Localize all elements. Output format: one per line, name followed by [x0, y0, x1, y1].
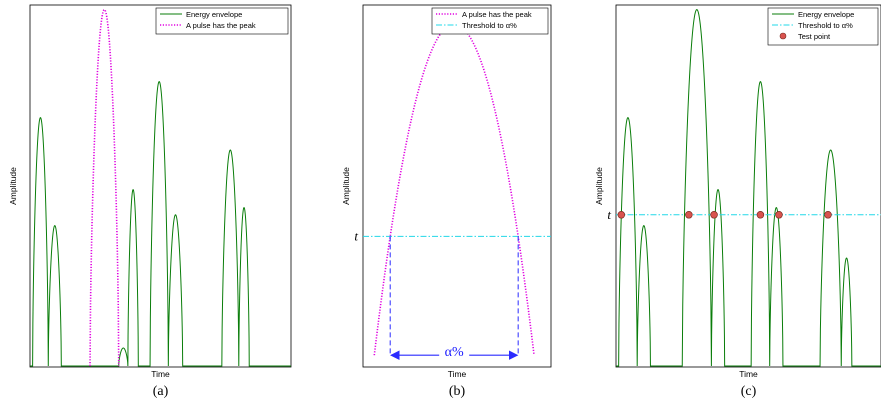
legend-box	[431, 7, 549, 35]
series-line-1	[30, 80, 291, 367]
plot-frame	[29, 4, 292, 368]
y-axis-label: Amplitude	[341, 167, 351, 205]
legend-marker	[779, 32, 787, 40]
plot-frame	[615, 4, 881, 368]
test-point	[685, 211, 693, 219]
test-point	[710, 211, 718, 219]
threshold-tick-label: t	[607, 207, 611, 222]
series-line-1	[373, 23, 535, 356]
chart-panel-1: Energy envelope A pulse has the peak Time A…	[8, 4, 292, 399]
x-axis-label: Time	[448, 369, 467, 379]
legend-entry: Threshold to α%	[798, 21, 853, 30]
span-label: α%	[445, 345, 464, 360]
test-point	[775, 211, 783, 219]
plot-frame	[362, 4, 552, 368]
legend-entry: A pulse has the peak	[462, 10, 532, 19]
threshold-tick-label: t	[354, 228, 358, 243]
legend-entry: Energy envelope	[186, 10, 242, 19]
panel-label: (b)	[449, 384, 466, 399]
y-axis-label: Amplitude	[8, 167, 18, 205]
legend-entry: A pulse has the peak	[186, 21, 256, 30]
legend-entry: Energy envelope	[798, 10, 854, 19]
panel-label: (c)	[741, 384, 757, 399]
test-point	[824, 211, 832, 219]
legend-box	[155, 7, 289, 35]
y-axis-label: Amplitude	[594, 167, 604, 205]
test-point	[617, 211, 626, 219]
series-line-2	[89, 8, 120, 367]
chart-panel-2: t α% A pulse has the peak Threshold to α% Ti…	[341, 4, 552, 399]
x-axis-label: Time	[739, 369, 758, 379]
x-axis-label: Time	[151, 369, 170, 379]
series-line-1	[616, 9, 881, 367]
legend-entry: Test point	[798, 32, 831, 41]
chart-panel-3: t Energy envelope Threshold to α% Test poin…	[594, 4, 881, 399]
legend-entry: Threshold to α%	[462, 21, 517, 30]
span-label-bg	[439, 344, 470, 359]
panel-label: (a)	[153, 384, 169, 399]
test-point	[756, 211, 765, 219]
